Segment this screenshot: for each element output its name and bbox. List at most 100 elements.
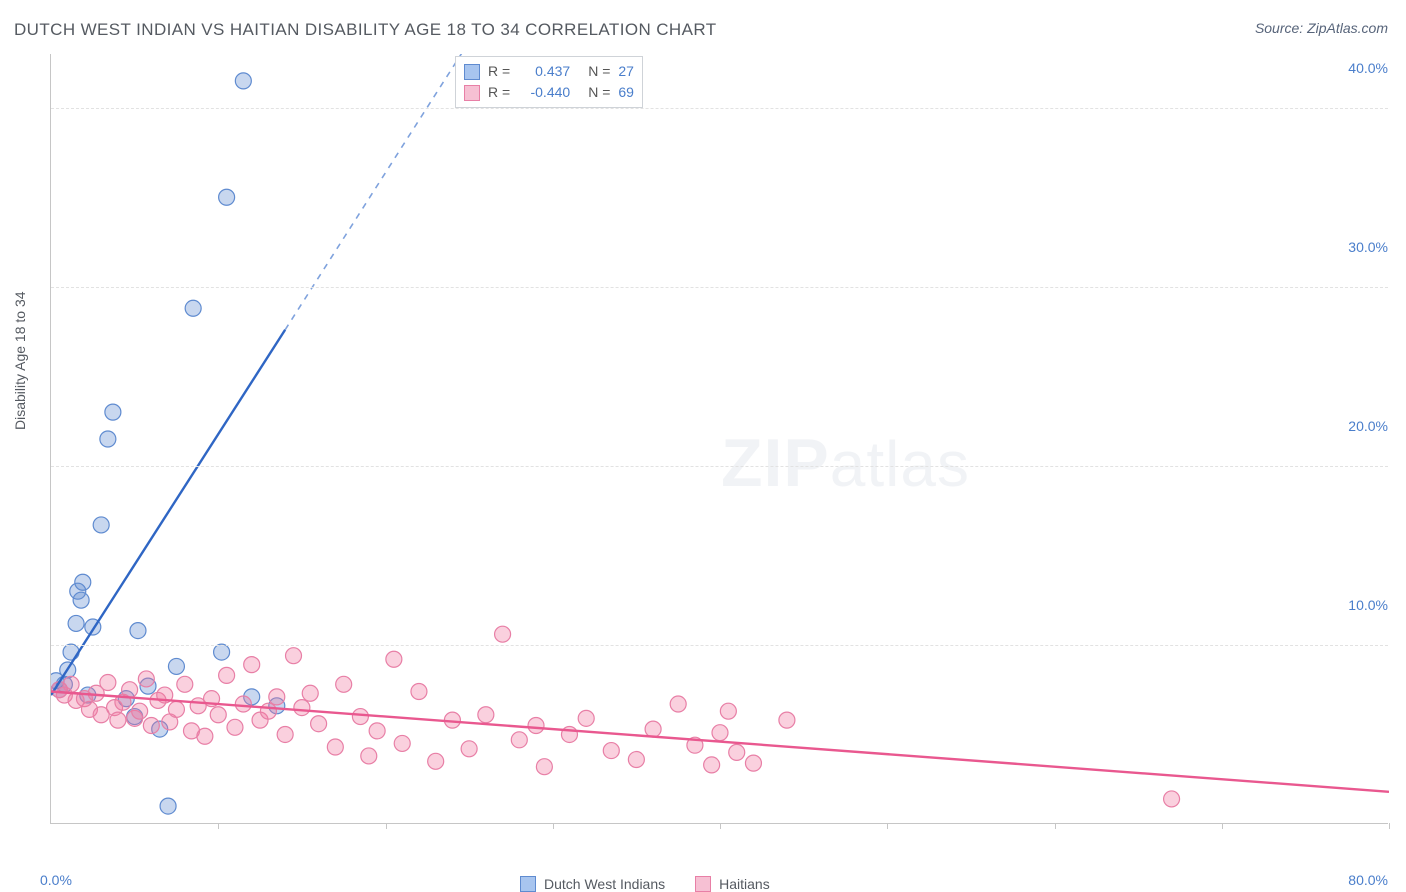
scatter-point [369, 723, 385, 739]
source-label: Source: ZipAtlas.com [1255, 20, 1388, 36]
scatter-point [302, 685, 318, 701]
x-tick-mark [1222, 823, 1223, 829]
x-tick-mark [218, 823, 219, 829]
scatter-point [160, 798, 176, 814]
scatter-point [143, 718, 159, 734]
legend-top-row: R = 0.437 N = 27 [464, 61, 634, 82]
legend-bottom: Dutch West Indians Haitians [520, 876, 770, 892]
scatter-point [461, 741, 477, 757]
scatter-point [235, 696, 251, 712]
legend-n-label: N = [588, 82, 610, 103]
scatter-point [63, 676, 79, 692]
scatter-point [75, 574, 91, 590]
scatter-point [260, 703, 276, 719]
scatter-point [712, 725, 728, 741]
scatter-point [100, 675, 116, 691]
scatter-point [130, 623, 146, 639]
scatter-point [336, 676, 352, 692]
scatter-point [352, 709, 368, 725]
scatter-point [478, 707, 494, 723]
chart-container: DUTCH WEST INDIAN VS HAITIAN DISABILITY … [0, 0, 1406, 892]
scatter-point [394, 735, 410, 751]
legend-r-label: R = [488, 82, 510, 103]
scatter-point [670, 696, 686, 712]
scatter-point [745, 755, 761, 771]
legend-swatch [695, 876, 711, 892]
scatter-point [219, 667, 235, 683]
scatter-point [628, 752, 644, 768]
y-tick-label: 40.0% [1348, 60, 1388, 76]
gridline [51, 466, 1388, 467]
x-tick-mark [1389, 823, 1390, 829]
scatter-point [277, 726, 293, 742]
scatter-point [704, 757, 720, 773]
scatter-point [578, 710, 594, 726]
scatter-point [645, 721, 661, 737]
y-tick-label: 10.0% [1348, 597, 1388, 613]
legend-n-label: N = [588, 61, 610, 82]
chart-title: DUTCH WEST INDIAN VS HAITIAN DISABILITY … [14, 20, 717, 40]
scatter-point [63, 644, 79, 660]
scatter-point [122, 682, 138, 698]
legend-r-label: R = [488, 61, 510, 82]
legend-bottom-item: Dutch West Indians [520, 876, 665, 892]
scatter-point [361, 748, 377, 764]
gridline [51, 108, 1388, 109]
scatter-point [227, 719, 243, 735]
legend-series-label: Dutch West Indians [544, 876, 665, 892]
scatter-point [294, 700, 310, 716]
scatter-point [1164, 791, 1180, 807]
legend-series-label: Haitians [719, 876, 770, 892]
scatter-point [93, 517, 109, 533]
scatter-point [511, 732, 527, 748]
scatter-point [495, 626, 511, 642]
legend-swatch [520, 876, 536, 892]
gridline [51, 287, 1388, 288]
scatter-point [428, 753, 444, 769]
scatter-point [214, 644, 230, 660]
legend-top-row: R = -0.440 N = 69 [464, 82, 634, 103]
scatter-point [286, 648, 302, 664]
x-tick-mark [1055, 823, 1056, 829]
legend-swatch [464, 85, 480, 101]
scatter-point [132, 703, 148, 719]
scatter-point [244, 657, 260, 673]
scatter-point [177, 676, 193, 692]
x-axis-min-label: 0.0% [40, 872, 72, 888]
x-axis-max-label: 80.0% [1348, 872, 1388, 888]
y-tick-label: 20.0% [1348, 418, 1388, 434]
scatter-point [138, 671, 154, 687]
scatter-point [168, 701, 184, 717]
legend-n-value: 69 [618, 82, 634, 103]
scatter-point [235, 73, 251, 89]
scatter-point [73, 592, 89, 608]
scatter-point [185, 300, 201, 316]
legend-r-value: -0.440 [518, 82, 570, 103]
scatter-point [528, 718, 544, 734]
legend-r-value: 0.437 [518, 61, 570, 82]
gridline [51, 645, 1388, 646]
scatter-point [411, 683, 427, 699]
x-tick-mark [386, 823, 387, 829]
x-tick-mark [887, 823, 888, 829]
scatter-point [603, 743, 619, 759]
scatter-point [720, 703, 736, 719]
x-tick-mark [720, 823, 721, 829]
scatter-point [110, 712, 126, 728]
scatter-point [100, 431, 116, 447]
legend-top: R = 0.437 N = 27 R = -0.440 N = 69 [455, 56, 643, 108]
scatter-point [729, 744, 745, 760]
chart-svg [51, 54, 1389, 824]
scatter-point [779, 712, 795, 728]
scatter-point [210, 707, 226, 723]
scatter-point [536, 759, 552, 775]
scatter-point [197, 728, 213, 744]
legend-n-value: 27 [618, 61, 634, 82]
plot-area: ZIPatlas [50, 54, 1388, 824]
scatter-point [269, 689, 285, 705]
scatter-point [168, 658, 184, 674]
x-tick-mark [553, 823, 554, 829]
scatter-point [311, 716, 327, 732]
legend-swatch [464, 64, 480, 80]
trendline-blue [51, 330, 285, 695]
